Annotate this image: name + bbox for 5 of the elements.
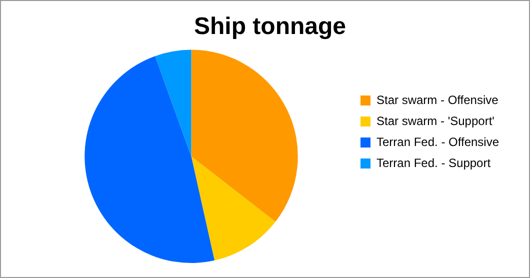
legend-label: Star swarm - 'Support' bbox=[376, 114, 494, 128]
legend-label: Star swarm - Offensive bbox=[376, 92, 499, 107]
legend-label: Terran Fed. - Support bbox=[376, 156, 492, 170]
legend-label: Terran Fed. - Offensive bbox=[376, 134, 500, 149]
chart-title: Ship tonnage bbox=[194, 13, 346, 40]
